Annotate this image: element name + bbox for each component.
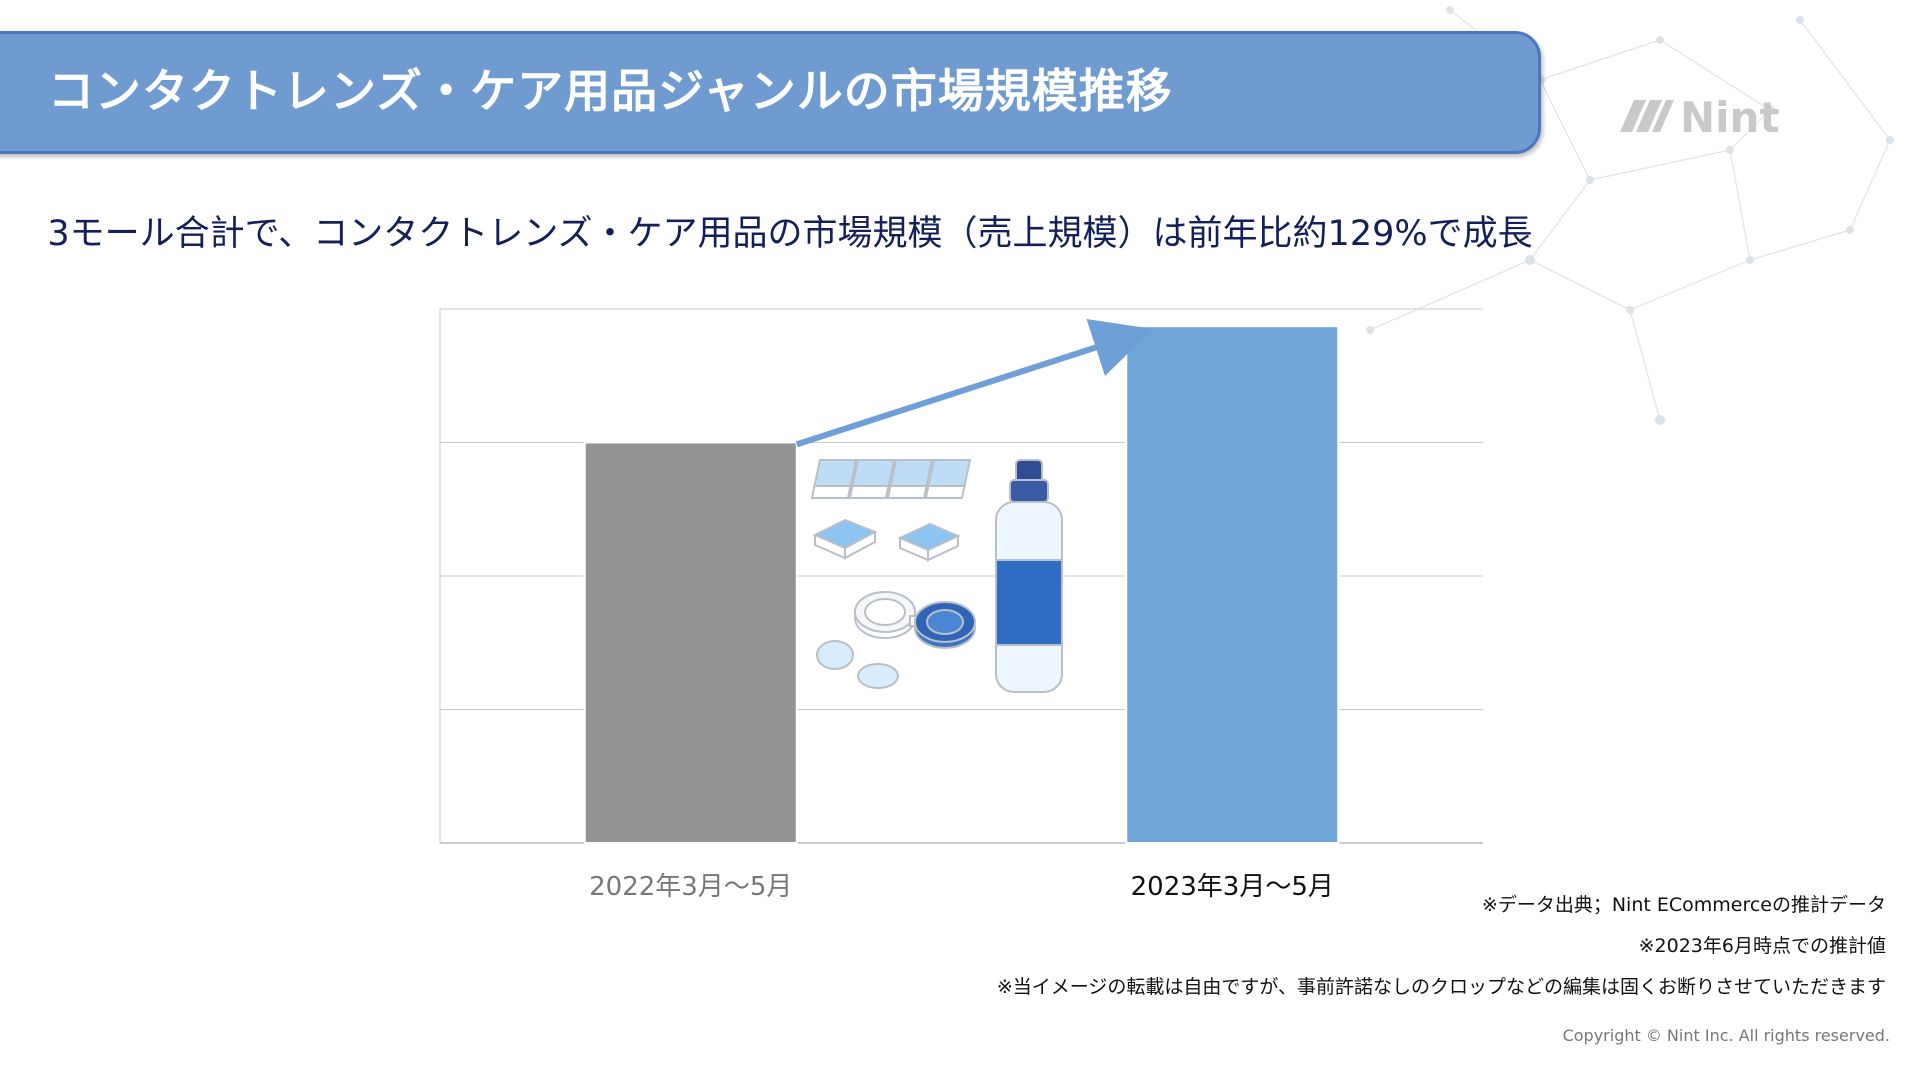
bar-1 bbox=[583, 441, 798, 844]
bar-2 bbox=[1125, 325, 1340, 844]
note-source: ※データ出典；Nint ECommerceの推計データ bbox=[1481, 894, 1886, 916]
note-estimate-date: ※2023年6月時点での推計値 bbox=[1638, 935, 1886, 957]
copyright: Copyright © Nint Inc. All rights reserve… bbox=[1562, 1026, 1890, 1045]
nint-logo: Nint bbox=[1620, 93, 1780, 142]
page-title: コンタクトレンズ・ケア用品ジャンルの市場規模推移 bbox=[48, 64, 1173, 118]
note-usage-policy: ※当イメージの転載は自由ですが、事前許諾なしのクロップなどの編集は固くお断りさせ… bbox=[996, 976, 1886, 998]
x-tick-label-1: 2022年3月〜5月 bbox=[589, 872, 792, 902]
logo-text: Nint bbox=[1680, 93, 1780, 142]
x-tick-label-2: 2023年3月〜5月 bbox=[1131, 872, 1334, 902]
title-banner bbox=[0, 31, 1541, 154]
chart-subtitle: 3モール合計で、コンタクトレンズ・ケア用品の市場規模（売上規模）は前年比約129… bbox=[47, 214, 1533, 254]
growth-arrow bbox=[795, 318, 1153, 448]
contact-lens-care-products-icon bbox=[810, 459, 1063, 693]
